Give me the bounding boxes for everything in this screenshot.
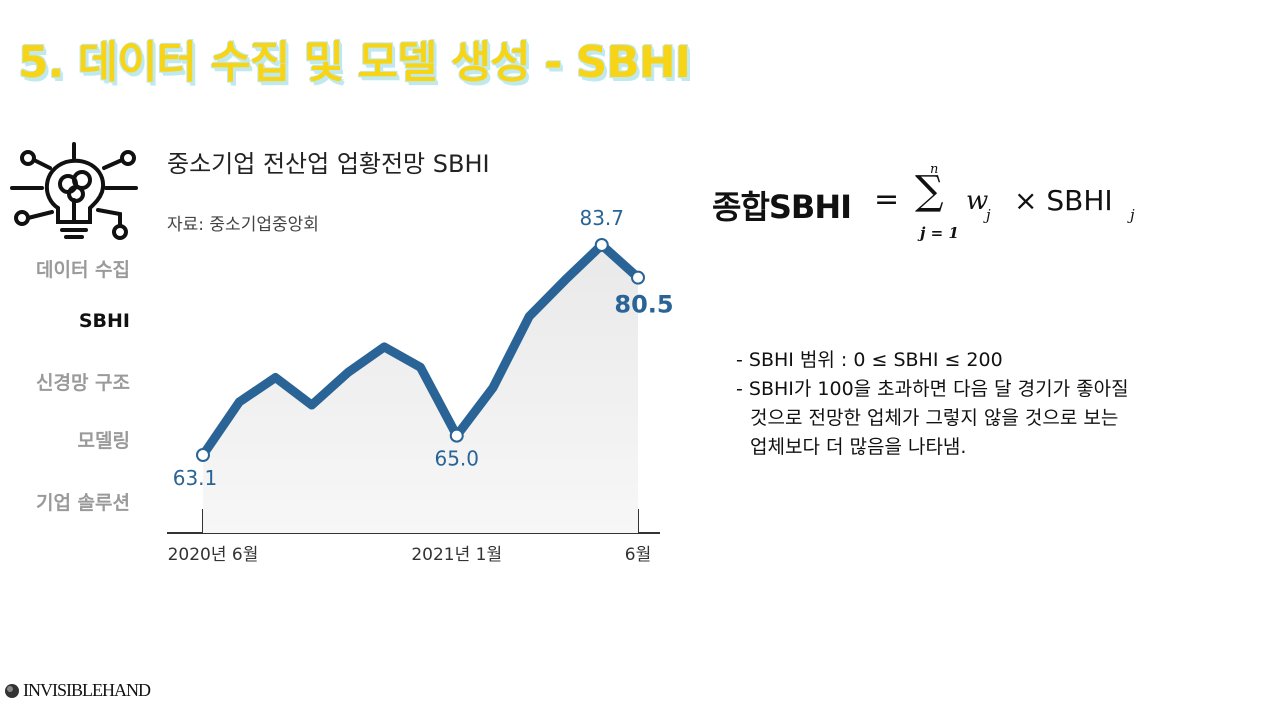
slide-title: 5. 데이터 수집 및 모델 생성 - SBHI	[18, 37, 691, 88]
note-line: - SBHI가 100을 초과하면 다음 달 경기가 좋아질	[736, 378, 1129, 400]
logo-mark	[5, 683, 19, 698]
formula-eq: =	[874, 182, 900, 217]
chart-subtitle: 자료: 중소기업중앙회	[167, 215, 319, 235]
sum-bottom: j = 1	[920, 224, 959, 242]
nav-item[interactable]: 기업 솔루션	[35, 492, 130, 514]
note-line: 것으로 전망한 업체가 그렇지 않을 것으로 보는	[750, 407, 1119, 429]
formula-w: w	[966, 186, 989, 216]
logo-text: INVISIBLEHAND	[23, 680, 151, 700]
data-label: 63.1	[173, 466, 218, 490]
nav-item[interactable]: 모델링	[77, 430, 130, 452]
x-tick-label: 2021년 1월	[411, 545, 502, 565]
note-line: 업체보다 더 많음을 나타냄.	[750, 436, 967, 458]
data-label: 80.5	[614, 291, 673, 319]
data-label: 65.0	[434, 447, 479, 471]
formula-lhs: 종합SBHI	[712, 188, 852, 226]
point-marker	[631, 270, 645, 285]
idea-icon	[10, 142, 138, 240]
point-marker	[449, 428, 464, 443]
chart-title: 중소기업 전산업 업황전망 SBHI	[167, 150, 490, 178]
point-marker	[196, 448, 210, 462]
formula-times: × SBHI	[1014, 184, 1113, 217]
chart: 중소기업 전산업 업황전망 SBHI 자료: 중소기업중앙회 2020년 6월 2…	[167, 150, 674, 565]
logo: INVISIBLEHAND	[4, 680, 151, 701]
x-tick-label: 6월	[625, 545, 651, 565]
nav-item[interactable]: SBHI	[78, 310, 130, 332]
formula-w-sub: j	[986, 206, 991, 224]
line	[198, 240, 643, 460]
notes: - SBHI 범위 : 0 ≤ SBHI ≤ 200 - SBHI가 100을 초…	[736, 346, 1129, 462]
x-tick-label: 2020년 6월	[168, 545, 259, 565]
sum-sign: ∑	[915, 168, 944, 214]
nav-item[interactable]: 데이터 수집	[35, 259, 130, 281]
formula: 종합SBHI = ∑ n j = 1 w j × SBHI j	[712, 162, 1172, 258]
point-marker	[594, 238, 609, 252]
area-shade	[203, 245, 638, 533]
note-line: - SBHI 범위 : 0 ≤ SBHI ≤ 200	[736, 349, 1003, 371]
data-label: 83.7	[579, 206, 624, 230]
formula-sbhi-sub: j	[1130, 206, 1135, 224]
sum-top: n	[930, 162, 939, 177]
nav-item[interactable]: 신경망 구조	[35, 372, 130, 394]
